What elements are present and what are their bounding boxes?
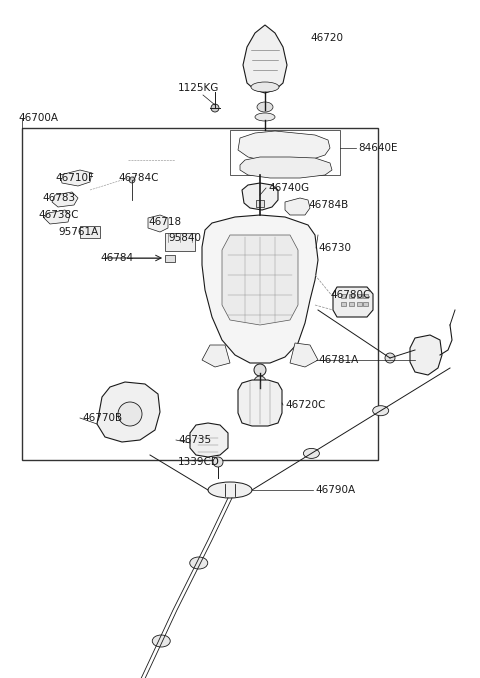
Polygon shape [97, 382, 160, 442]
Polygon shape [333, 287, 373, 317]
Text: 46740G: 46740G [268, 183, 309, 193]
Text: 46720: 46720 [310, 33, 343, 43]
Polygon shape [410, 335, 442, 375]
Polygon shape [285, 198, 310, 215]
Ellipse shape [303, 448, 319, 458]
Ellipse shape [257, 102, 273, 112]
Ellipse shape [152, 635, 170, 647]
Ellipse shape [129, 177, 135, 183]
Ellipse shape [255, 113, 275, 121]
Polygon shape [290, 343, 318, 367]
Text: 46784B: 46784B [308, 200, 348, 210]
Text: 1339CD: 1339CD [178, 457, 220, 467]
Bar [165, 233, 195, 251]
Bar [165, 254, 175, 262]
Text: 46720C: 46720C [285, 400, 325, 410]
Ellipse shape [251, 82, 279, 92]
Ellipse shape [213, 457, 223, 467]
Polygon shape [238, 380, 282, 426]
Text: 46780C: 46780C [330, 290, 371, 300]
Polygon shape [243, 25, 287, 93]
Bar [80, 226, 100, 238]
Bar [340, 302, 346, 306]
Ellipse shape [208, 482, 252, 498]
Bar [357, 302, 361, 306]
Polygon shape [202, 215, 318, 363]
Text: 46790A: 46790A [315, 485, 355, 495]
Bar [348, 294, 353, 298]
Bar [340, 294, 346, 298]
Polygon shape [256, 200, 264, 207]
Polygon shape [242, 183, 278, 210]
Text: 46738C: 46738C [38, 210, 79, 220]
Text: 46784C: 46784C [118, 173, 158, 183]
Text: 95761A: 95761A [58, 227, 98, 237]
Polygon shape [44, 210, 70, 224]
Polygon shape [238, 131, 330, 162]
Polygon shape [222, 235, 298, 325]
Text: 1125KG: 1125KG [178, 83, 219, 93]
Ellipse shape [118, 402, 142, 426]
Polygon shape [190, 423, 228, 457]
Polygon shape [202, 345, 230, 367]
Text: 95840: 95840 [168, 233, 201, 243]
Ellipse shape [372, 405, 389, 416]
Polygon shape [52, 192, 78, 207]
Text: 46700A: 46700A [18, 113, 58, 123]
Polygon shape [60, 170, 92, 186]
Bar [348, 302, 353, 306]
Bar [362, 302, 368, 306]
Polygon shape [240, 157, 332, 178]
Ellipse shape [211, 104, 219, 112]
Text: 46730: 46730 [318, 243, 351, 253]
Polygon shape [148, 215, 168, 232]
Ellipse shape [190, 557, 208, 569]
Ellipse shape [254, 376, 266, 388]
Text: 46735: 46735 [178, 435, 211, 445]
Bar [362, 294, 368, 298]
Text: 46784: 46784 [100, 253, 133, 263]
Text: 46783: 46783 [42, 193, 75, 203]
Text: 46710F: 46710F [55, 173, 94, 183]
Text: 46781A: 46781A [318, 355, 358, 365]
Bar [22, 128, 378, 460]
Text: 84640E: 84640E [358, 143, 397, 153]
Text: 46770B: 46770B [82, 413, 122, 423]
Bar [357, 294, 361, 298]
Ellipse shape [385, 353, 395, 363]
Ellipse shape [254, 364, 266, 376]
Text: 46718: 46718 [148, 217, 181, 227]
